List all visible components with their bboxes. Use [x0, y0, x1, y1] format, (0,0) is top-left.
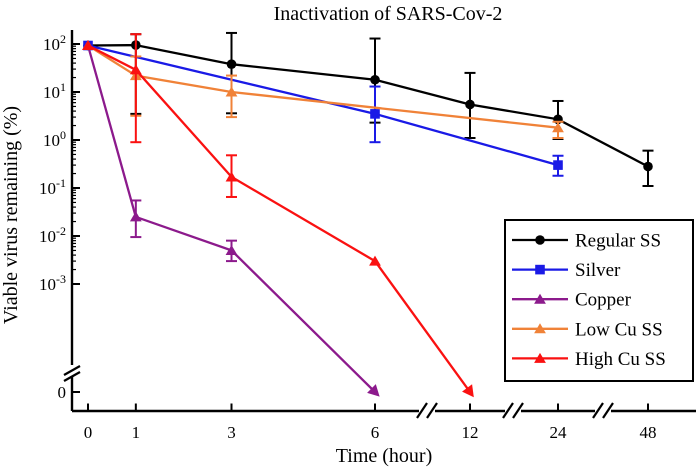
chart-title: Inactivation of SARS-Cov-2 — [274, 3, 503, 25]
x-tick-label: 48 — [640, 423, 657, 442]
y-tick-labels: 102 101 100 10-1 10-2 10-3 0 — [39, 32, 66, 402]
axis-line — [426, 402, 438, 419]
data-point-marker — [552, 122, 564, 133]
legend-entry-high-cu-ss: High Cu SS — [512, 349, 666, 370]
data-point-marker — [129, 64, 142, 75]
legend-entry-regular-ss: Regular SS — [512, 231, 661, 252]
y-tick-label: 100 — [43, 128, 66, 150]
data-point-marker — [535, 235, 545, 245]
legend-label: Silver — [575, 260, 621, 281]
axis-line — [502, 402, 514, 419]
x-axis-label: Time (hour) — [336, 445, 432, 467]
data-point-marker — [534, 352, 546, 363]
axis-line — [63, 371, 81, 382]
x-tick-label: 1 — [132, 423, 141, 442]
data-point-marker — [225, 86, 238, 97]
x-tick-label: 12 — [462, 423, 479, 442]
legend-entry-silver: Silver — [512, 260, 621, 281]
y-tick-label: 101 — [43, 80, 66, 102]
axis-line — [63, 365, 81, 376]
y-tick-label: 10-1 — [39, 176, 66, 198]
data-point-marker — [225, 244, 238, 255]
series-line — [87, 44, 559, 167]
data-point-marker — [225, 171, 238, 182]
data-point-marker — [367, 384, 380, 397]
legend-label: Copper — [575, 290, 632, 311]
axis-line — [512, 402, 524, 419]
x-tick-label: 6 — [371, 423, 380, 442]
series-line — [86, 45, 376, 393]
legend: Regular SS Silver Copper Low Cu SS High Cu S… — [504, 219, 694, 382]
data-point-marker — [370, 74, 380, 85]
data-point-marker — [535, 264, 545, 275]
y-tick-label: 0 — [58, 383, 67, 402]
axis-line — [592, 402, 604, 419]
x-tick-label: 0 — [84, 423, 93, 442]
axes — [63, 30, 696, 419]
y-tick-label: 102 — [43, 32, 66, 54]
data-point-marker — [82, 40, 94, 51]
data-point-marker — [465, 99, 475, 110]
x-tick-labels: 0 1 3 6 12 24 48 — [84, 423, 657, 442]
data-series — [82, 31, 654, 398]
series-copper — [82, 40, 380, 397]
legend-label: Regular SS — [575, 231, 661, 252]
legend-entry-copper: Copper — [512, 290, 632, 311]
data-point-marker — [462, 384, 474, 398]
y-axis-label: Viable virus remaining (%) — [0, 106, 22, 324]
data-point-marker — [369, 255, 381, 266]
data-point-marker — [226, 59, 237, 69]
axis-line — [602, 402, 614, 419]
data-point-marker — [553, 160, 563, 170]
data-point-marker — [370, 109, 380, 119]
legend-label: Low Cu SS — [575, 319, 663, 340]
data-point-marker — [534, 293, 546, 304]
legend-label: High Cu SS — [575, 349, 666, 370]
data-point-marker — [643, 161, 653, 172]
x-tick-label: 24 — [550, 423, 568, 442]
data-point-marker — [534, 323, 546, 334]
series-regular-ss — [83, 31, 654, 188]
y-tick-label: 10-3 — [39, 272, 66, 294]
axis-line — [416, 402, 428, 419]
legend-entry-low-cu-ss: Low Cu SS — [512, 319, 663, 340]
y-tick-label: 10-2 — [39, 224, 66, 246]
series-line — [87, 44, 559, 129]
series-high-cu-ss — [82, 33, 474, 398]
x-tick-label: 3 — [227, 423, 236, 442]
data-point-marker — [129, 211, 142, 222]
